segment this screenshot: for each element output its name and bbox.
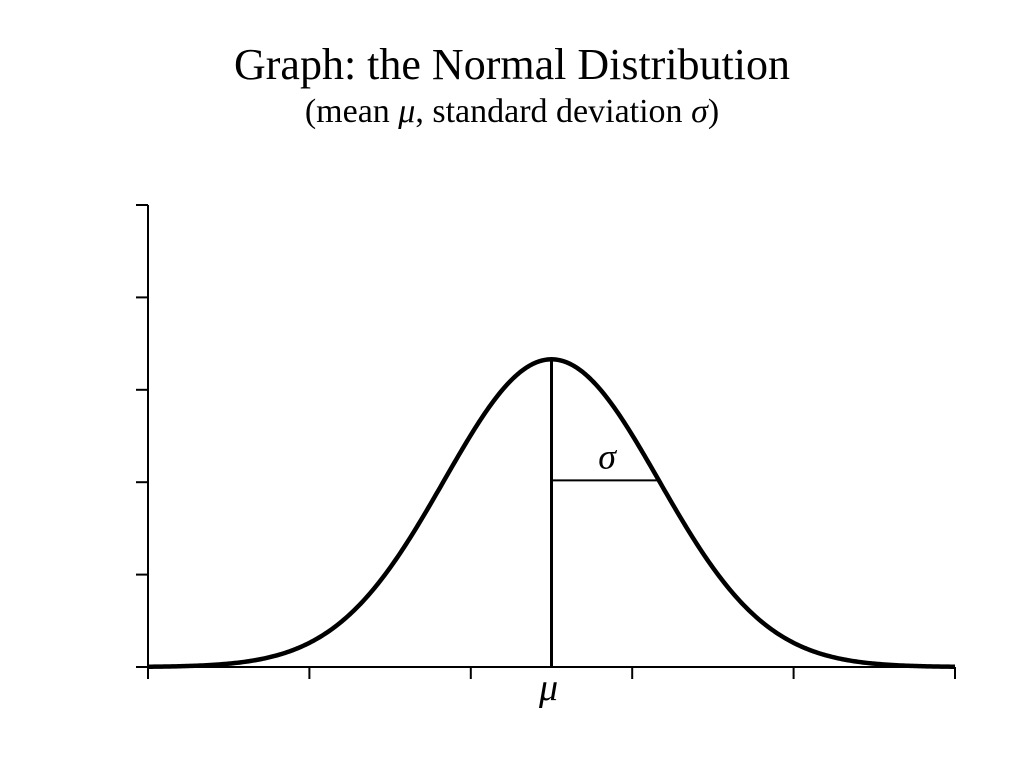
subtitle-prefix: (mean xyxy=(304,93,399,130)
title-block: Graph: the Normal Distribution (mean μ, … xyxy=(0,38,1024,132)
subtitle-suffix: ) xyxy=(707,93,720,130)
mean-label: μ xyxy=(538,667,558,709)
axes xyxy=(136,204,956,679)
subtitle-middle: , standard deviation xyxy=(415,93,692,130)
marks: σμ xyxy=(147,357,956,709)
subtitle-mean-symbol: μ xyxy=(398,93,416,130)
chart-subtitle: (mean μ, standard deviation σ) xyxy=(0,92,1024,132)
chart-title: Graph: the Normal Distribution xyxy=(233,40,790,89)
subtitle-sd-symbol: σ xyxy=(691,93,708,130)
sd-label: σ xyxy=(598,436,617,476)
